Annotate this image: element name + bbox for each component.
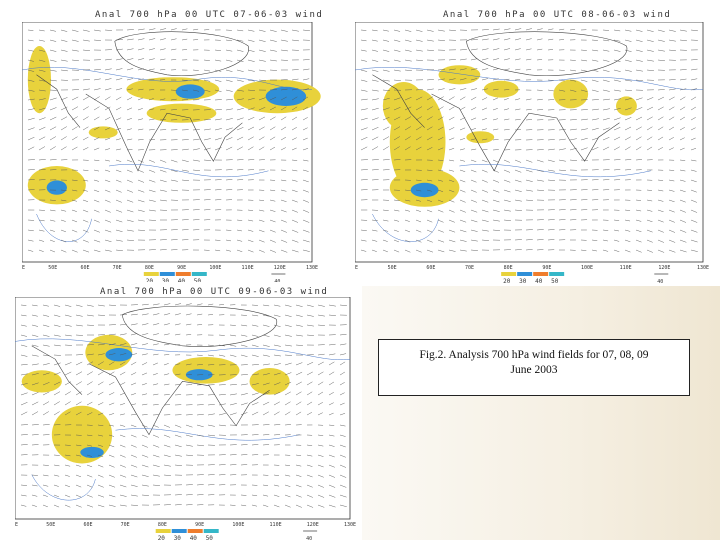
legend-swatch bbox=[533, 272, 548, 276]
wind-speed-shading bbox=[22, 370, 62, 392]
wind-speed-shading bbox=[250, 368, 290, 395]
legend-swatch bbox=[176, 272, 191, 276]
lon-label: 70E bbox=[465, 265, 474, 271]
wind-speed-shading bbox=[616, 96, 637, 115]
legend-swatch bbox=[517, 272, 532, 276]
lon-label: 100E bbox=[209, 265, 221, 271]
wind-speed-shading bbox=[439, 65, 481, 84]
lon-label: 120E bbox=[307, 522, 319, 528]
legend-value: 20 bbox=[503, 278, 511, 285]
lon-label: 50E bbox=[48, 265, 57, 271]
lon-label: 50E bbox=[388, 265, 397, 271]
wind-speed-shading bbox=[89, 126, 118, 138]
legend-swatch bbox=[188, 529, 203, 533]
legend-swatch bbox=[172, 529, 187, 533]
lon-label: 60E bbox=[80, 265, 89, 271]
wind-speed-shading bbox=[126, 77, 219, 101]
wind-map: 40N35N30N25N20N15N10N5NEQ5S40E50E60E70E8… bbox=[22, 22, 362, 312]
legend-swatch bbox=[192, 272, 207, 276]
caption-line-2: June 2003 bbox=[379, 363, 689, 378]
legend-value: 40 bbox=[535, 278, 543, 285]
lon-label: 110E bbox=[270, 522, 282, 528]
wind-map-panel-08: Anal 700 hPa 00 UTC 08-06-03 wind 40N35N… bbox=[345, 0, 720, 290]
panel-title: Anal 700 hPa 00 UTC 07-06-03 wind bbox=[95, 10, 323, 20]
legend-value: 30 bbox=[519, 278, 527, 285]
wind-map: 40N35N30N25N20N15N10N5NEQ5S40E50E60E70E8… bbox=[15, 297, 377, 555]
lon-label: 130E bbox=[306, 265, 318, 271]
figure-caption: Fig.2. Analysis 700 hPa wind fields for … bbox=[378, 339, 690, 396]
lon-label: 130E bbox=[697, 265, 709, 271]
lon-label: 60E bbox=[83, 522, 92, 528]
panel-title: Anal 700 hPa 00 UTC 08-06-03 wind bbox=[443, 10, 671, 20]
wind-map: 40N35N30N25N20N15N10N5NEQ5S40E50E60E70E8… bbox=[355, 22, 720, 312]
legend-value: 50 bbox=[551, 278, 559, 285]
wind-map-panel-09: Anal 700 hPa 00 UTC 09-06-03 wind 40N35N… bbox=[0, 282, 362, 540]
legend-value: 40 bbox=[190, 535, 198, 542]
legend-swatch bbox=[549, 272, 564, 276]
slide-backdrop bbox=[362, 286, 720, 540]
lon-label: 110E bbox=[242, 265, 254, 271]
reference-vector-label: 40 bbox=[306, 536, 312, 542]
lon-label: 70E bbox=[121, 522, 130, 528]
lon-label: 130E bbox=[344, 522, 356, 528]
legend-value: 30 bbox=[174, 535, 182, 542]
lon-label: 50E bbox=[46, 522, 55, 528]
wind-speed-shading bbox=[28, 46, 51, 113]
lon-label: 100E bbox=[581, 265, 593, 271]
legend-swatch bbox=[144, 272, 159, 276]
wind-speed-shading bbox=[484, 81, 519, 98]
wind-speed-shading bbox=[553, 80, 588, 109]
lon-label: 90E bbox=[177, 265, 186, 271]
legend-value: 50 bbox=[206, 535, 214, 542]
panel-title: Anal 700 hPa 00 UTC 09-06-03 wind bbox=[100, 287, 328, 297]
lon-label: 40E bbox=[355, 265, 358, 271]
wind-speed-shading bbox=[176, 84, 205, 98]
legend-swatch bbox=[160, 272, 175, 276]
legend-swatch bbox=[156, 529, 171, 533]
lon-label: 40E bbox=[22, 265, 25, 271]
lon-label: 120E bbox=[658, 265, 670, 271]
lon-label: 120E bbox=[274, 265, 286, 271]
wind-speed-shading bbox=[80, 447, 103, 458]
lon-label: 80E bbox=[504, 265, 513, 271]
lon-label: 80E bbox=[145, 265, 154, 271]
lon-label: 90E bbox=[542, 265, 551, 271]
legend-swatch bbox=[501, 272, 516, 276]
lon-label: 100E bbox=[232, 522, 244, 528]
caption-line-1: Fig.2. Analysis 700 hPa wind fields for … bbox=[379, 348, 689, 363]
legend-value: 20 bbox=[158, 535, 166, 542]
lon-label: 110E bbox=[620, 265, 632, 271]
wind-speed-shading bbox=[466, 131, 494, 143]
lon-label: 60E bbox=[426, 265, 435, 271]
reference-vector-label: 40 bbox=[657, 279, 663, 285]
lon-label: 90E bbox=[195, 522, 204, 528]
wind-speed-shading bbox=[47, 180, 67, 194]
lon-label: 70E bbox=[113, 265, 122, 271]
lon-label: 40E bbox=[15, 522, 18, 528]
lon-label: 80E bbox=[158, 522, 167, 528]
wind-speed-shading bbox=[411, 183, 439, 197]
wind-map-panel-07: Anal 700 hPa 00 UTC 07-06-03 wind 40N35N… bbox=[0, 0, 340, 290]
legend-swatch bbox=[204, 529, 219, 533]
